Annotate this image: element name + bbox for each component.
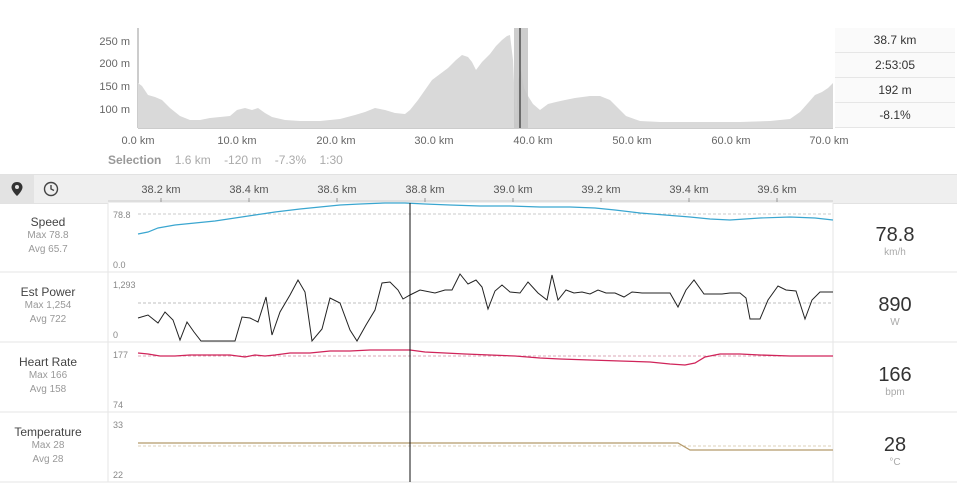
selection-summary: Selection 1.6 km -120 m -7.3% 1:30	[108, 153, 353, 167]
temp-avg: Avg 28	[32, 454, 64, 465]
detail-x-tick: 39.6 km	[757, 184, 796, 196]
map-pin-icon	[11, 182, 23, 196]
selection-elevation-change: -120 m	[224, 153, 262, 167]
detail-x-tick: 39.2 km	[581, 184, 620, 196]
elevation-x-tick: 30.0 km	[414, 135, 453, 147]
temp-max: Max 28	[31, 440, 65, 451]
time-view-button[interactable]	[34, 175, 68, 203]
selection-distance-stat: 38.7 km	[835, 28, 955, 53]
speed-name: Speed	[30, 215, 66, 229]
power-label: Est Power Max 1,254 Avg 722	[0, 285, 96, 327]
elevation-x-tick: 20.0 km	[316, 135, 355, 147]
speed-label: Speed Max 78.8 Avg 65.7	[0, 215, 96, 257]
power-avg: Avg 722	[29, 314, 67, 325]
elevation-y-tick: 200 m	[99, 58, 130, 70]
temp-unit: °C	[889, 457, 901, 468]
detail-x-tick: 39.4 km	[669, 184, 708, 196]
hr-value: 166	[878, 364, 912, 386]
speed-series	[137, 202, 834, 235]
speed-unit: km/h	[884, 247, 906, 258]
selection-label: Selection	[108, 153, 162, 167]
power-unit: W	[890, 317, 900, 328]
detail-x-tick: 38.8 km	[405, 184, 444, 196]
elevation-y-tick: 250 m	[99, 36, 130, 48]
elevation-y-ticks: 250 m 200 m 150 m 100 m	[99, 36, 130, 116]
elevation-x-tick: 10.0 km	[217, 135, 256, 147]
hr-name: Heart Rate	[18, 355, 78, 369]
detail-x-axis: 38.2 km 38.4 km 38.6 km 38.8 km 39.0 km …	[108, 184, 833, 202]
selection-distance: 1.6 km	[174, 153, 211, 167]
power-readout: 890 W	[835, 294, 955, 328]
elevation-x-tick: 60.0 km	[711, 135, 750, 147]
hr-ymin: 74	[113, 400, 123, 410]
elevation-y-tick: 150 m	[99, 81, 130, 93]
temp-readout: 28 °C	[835, 434, 955, 468]
power-name: Est Power	[20, 285, 76, 299]
selection-grade-stat: -8.1%	[835, 103, 955, 128]
hr-ymax: 177	[113, 350, 128, 360]
elevation-x-tick: 40.0 km	[513, 135, 552, 147]
elevation-profile	[138, 35, 833, 128]
power-series	[137, 273, 833, 343]
power-max: Max 1,254	[24, 300, 72, 311]
hr-label: Heart Rate Max 166 Avg 158	[0, 355, 96, 397]
speed-max: Max 78.8	[27, 230, 69, 241]
speed-panel	[108, 203, 833, 271]
temp-ymax: 33	[113, 420, 123, 430]
selection-time: 1:30	[319, 153, 343, 167]
detail-x-tick: 38.2 km	[141, 184, 180, 196]
speed-ymin: 0.0	[113, 260, 126, 270]
temp-value: 28	[883, 434, 907, 456]
hr-max: Max 166	[28, 370, 68, 381]
elevation-x-tick: 70.0 km	[809, 135, 848, 147]
temp-label: Temperature Max 28 Avg 28	[0, 425, 96, 467]
chart-toolbar	[0, 174, 957, 204]
speed-ymax: 78.8	[113, 210, 131, 220]
selection-time-stat: 2:53:05	[835, 53, 955, 78]
elevation-chart[interactable]: 250 m 200 m 150 m 100 m 0.0 km 10.0 km 2…	[0, 0, 957, 172]
speed-value: 78.8	[875, 224, 915, 246]
elevation-x-ticks: 0.0 km 10.0 km 20.0 km 30.0 km 40.0 km 5…	[121, 135, 848, 147]
selection-grade: -7.3%	[274, 153, 307, 167]
map-view-button[interactable]	[0, 175, 34, 203]
elevation-selection[interactable]	[514, 28, 528, 128]
speed-readout: 78.8 km/h	[835, 224, 955, 258]
elevation-x-tick: 50.0 km	[612, 135, 651, 147]
selection-elevation-stat: 192 m	[835, 78, 955, 103]
speed-avg: Avg 65.7	[28, 244, 68, 255]
hr-avg: Avg 158	[29, 384, 67, 395]
power-ymax: 1,293	[113, 280, 136, 290]
hr-unit: bpm	[885, 387, 905, 398]
power-value: 890	[878, 294, 912, 316]
power-ymin: 0	[113, 330, 118, 340]
detail-x-tick: 38.6 km	[317, 184, 356, 196]
elevation-y-tick: 100 m	[99, 104, 130, 116]
elevation-x-tick: 0.0 km	[121, 135, 154, 147]
temp-series	[138, 442, 833, 451]
hr-readout: 166 bpm	[835, 364, 955, 398]
temp-ymin: 22	[113, 470, 123, 480]
detail-x-tick: 38.4 km	[229, 184, 268, 196]
detail-x-tick: 39.0 km	[493, 184, 532, 196]
clock-icon	[43, 181, 59, 197]
hr-series	[137, 349, 833, 366]
temp-name: Temperature	[14, 425, 82, 439]
